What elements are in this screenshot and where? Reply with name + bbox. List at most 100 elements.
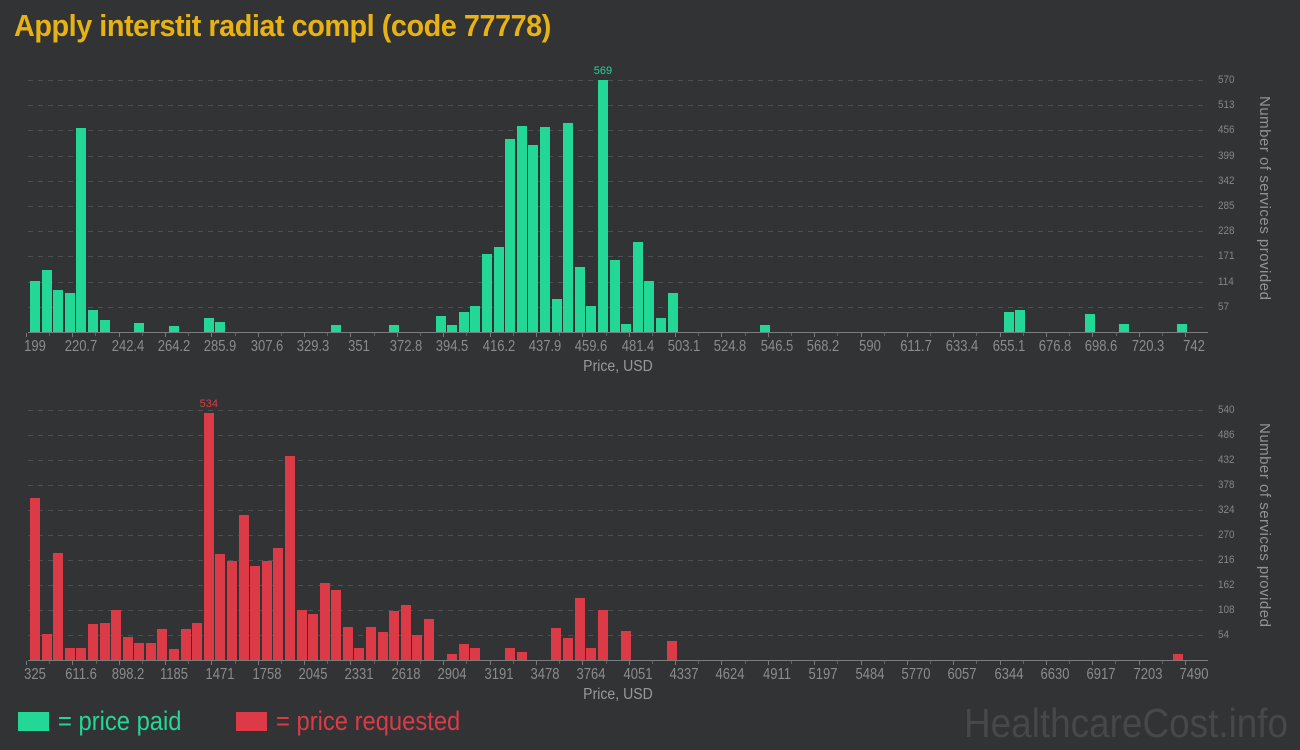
paid-bar[interactable] xyxy=(760,325,771,332)
requested-bar[interactable] xyxy=(76,647,87,660)
x-tick-label: 4624 xyxy=(715,666,745,683)
requested-bar[interactable] xyxy=(447,654,458,660)
requested-bar[interactable] xyxy=(667,641,678,660)
paid-bar[interactable] xyxy=(331,324,342,332)
paid-bar[interactable] xyxy=(621,323,632,332)
requested-bar[interactable] xyxy=(597,609,608,660)
x-tick-label: 481.4 xyxy=(621,338,655,355)
paid-bar[interactable] xyxy=(1015,309,1026,332)
paid-bar[interactable] xyxy=(586,305,597,332)
requested-bar[interactable] xyxy=(470,647,481,660)
paid-bar[interactable] xyxy=(528,145,539,332)
paid-bar[interactable] xyxy=(134,323,145,332)
x-minor-tick-mark xyxy=(327,661,329,664)
requested-bar[interactable] xyxy=(99,623,110,660)
gridline xyxy=(28,635,1208,636)
paid-bar[interactable] xyxy=(1003,311,1014,332)
paid-bar[interactable] xyxy=(99,320,110,332)
requested-bar[interactable] xyxy=(180,629,191,660)
paid-bar[interactable] xyxy=(30,280,40,332)
paid-bar[interactable] xyxy=(447,325,458,332)
requested-bar[interactable] xyxy=(574,597,585,660)
requested-bar[interactable] xyxy=(261,560,272,660)
paid-bar[interactable] xyxy=(539,127,550,332)
requested-bar[interactable] xyxy=(400,604,411,660)
y-tick-label: 399 xyxy=(1218,149,1235,162)
requested-bar[interactable] xyxy=(331,590,342,660)
x-tick-mark xyxy=(257,661,259,665)
x-tick-mark xyxy=(814,333,816,337)
requested-bar[interactable] xyxy=(505,647,516,660)
requested-bar[interactable] xyxy=(516,651,527,660)
paid-bar[interactable] xyxy=(64,292,75,332)
paid-bar[interactable] xyxy=(1177,324,1188,332)
requested-bar[interactable] xyxy=(64,647,75,660)
requested-bar[interactable] xyxy=(87,624,98,660)
paid-bar[interactable] xyxy=(1084,314,1095,332)
requested-bar[interactable] xyxy=(203,412,214,660)
paid-bar[interactable] xyxy=(169,325,180,332)
y-tick-label: 324 xyxy=(1218,504,1235,516)
paid-bar[interactable] xyxy=(493,246,504,332)
paid-bar[interactable] xyxy=(563,123,574,332)
requested-bar[interactable] xyxy=(342,626,353,660)
requested-bar[interactable] xyxy=(389,610,400,660)
requested-bar[interactable] xyxy=(366,626,377,660)
paid-bar[interactable] xyxy=(53,290,64,332)
requested-bar[interactable] xyxy=(273,548,284,660)
paid-bar[interactable] xyxy=(597,80,608,332)
paid-bar[interactable] xyxy=(203,317,214,332)
requested-bar[interactable] xyxy=(563,637,574,660)
x-tick-label: 524.8 xyxy=(714,338,747,355)
requested-bar[interactable] xyxy=(250,566,261,660)
paid-bar[interactable] xyxy=(1119,324,1130,332)
requested-bar[interactable] xyxy=(227,560,238,660)
paid-bar[interactable] xyxy=(655,317,666,332)
requested-bar[interactable] xyxy=(458,644,469,660)
requested-bar[interactable] xyxy=(296,609,307,660)
requested-bar[interactable] xyxy=(122,636,133,660)
paid-bar[interactable] xyxy=(632,241,643,332)
requested-bar[interactable] xyxy=(308,614,319,660)
requested-bar[interactable] xyxy=(319,582,330,660)
requested-bar[interactable] xyxy=(284,456,295,660)
paid-bar[interactable] xyxy=(41,269,52,332)
paid-bar[interactable] xyxy=(644,280,655,332)
requested-bar[interactable] xyxy=(621,630,631,660)
paid-bar[interactable] xyxy=(76,127,87,332)
requested-bar[interactable] xyxy=(551,627,562,660)
requested-bar[interactable] xyxy=(215,554,226,660)
requested-bar[interactable] xyxy=(53,552,64,660)
paid-bar[interactable] xyxy=(470,305,481,332)
requested-bar[interactable] xyxy=(238,515,249,660)
paid-bar[interactable] xyxy=(551,298,562,332)
requested-bar[interactable] xyxy=(145,643,156,660)
requested-bar[interactable] xyxy=(134,642,145,660)
requested-bar[interactable] xyxy=(412,635,423,660)
requested-bar[interactable] xyxy=(30,498,40,660)
paid-bar[interactable] xyxy=(516,126,527,332)
requested-bar[interactable] xyxy=(41,634,52,660)
requested-bar[interactable] xyxy=(157,629,168,660)
paid-bar[interactable] xyxy=(215,321,226,332)
paid-bar[interactable] xyxy=(574,267,585,332)
paid-bar[interactable] xyxy=(458,311,469,332)
requested-bar[interactable] xyxy=(192,622,203,660)
requested-bar[interactable] xyxy=(377,631,388,660)
paid-bar[interactable] xyxy=(609,260,620,332)
requested-bar[interactable] xyxy=(424,619,434,660)
requested-bar[interactable] xyxy=(354,648,365,660)
requested-bar[interactable] xyxy=(169,649,180,660)
paid-bar[interactable] xyxy=(389,325,400,332)
paid-bar[interactable] xyxy=(505,138,516,332)
requested-bar[interactable] xyxy=(111,610,122,660)
x-tick-mark xyxy=(582,661,584,665)
requested-bar[interactable] xyxy=(1172,653,1183,660)
paid-bar[interactable] xyxy=(667,292,678,332)
paid-bar[interactable] xyxy=(482,254,493,332)
paid-bar[interactable] xyxy=(435,316,446,332)
paid-bar[interactable] xyxy=(88,309,99,332)
x-minor-tick-mark xyxy=(188,661,190,664)
gridline xyxy=(28,510,1208,511)
requested-bar[interactable] xyxy=(586,648,597,660)
